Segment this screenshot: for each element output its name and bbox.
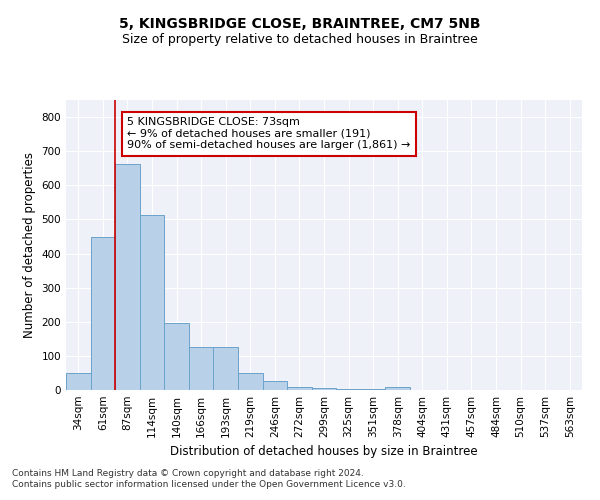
Bar — [115, 164, 140, 390]
X-axis label: Distribution of detached houses by size in Braintree: Distribution of detached houses by size … — [170, 446, 478, 458]
Text: Size of property relative to detached houses in Braintree: Size of property relative to detached ho… — [122, 32, 478, 46]
Text: Contains public sector information licensed under the Open Government Licence v3: Contains public sector information licen… — [12, 480, 406, 489]
Bar — [66, 373, 91, 390]
Bar — [91, 238, 115, 390]
Bar — [214, 348, 238, 390]
Bar — [312, 388, 336, 390]
Bar — [140, 214, 164, 390]
Text: 5 KINGSBRIDGE CLOSE: 73sqm
← 9% of detached houses are smaller (191)
90% of semi: 5 KINGSBRIDGE CLOSE: 73sqm ← 9% of detac… — [127, 117, 411, 150]
Bar — [189, 348, 214, 390]
Text: Contains HM Land Registry data © Crown copyright and database right 2024.: Contains HM Land Registry data © Crown c… — [12, 468, 364, 477]
Bar — [336, 389, 361, 390]
Bar — [385, 388, 410, 390]
Bar — [287, 386, 312, 390]
Text: 5, KINGSBRIDGE CLOSE, BRAINTREE, CM7 5NB: 5, KINGSBRIDGE CLOSE, BRAINTREE, CM7 5NB — [119, 18, 481, 32]
Bar — [263, 381, 287, 390]
Y-axis label: Number of detached properties: Number of detached properties — [23, 152, 36, 338]
Bar — [164, 323, 189, 390]
Bar — [361, 389, 385, 390]
Bar — [238, 373, 263, 390]
